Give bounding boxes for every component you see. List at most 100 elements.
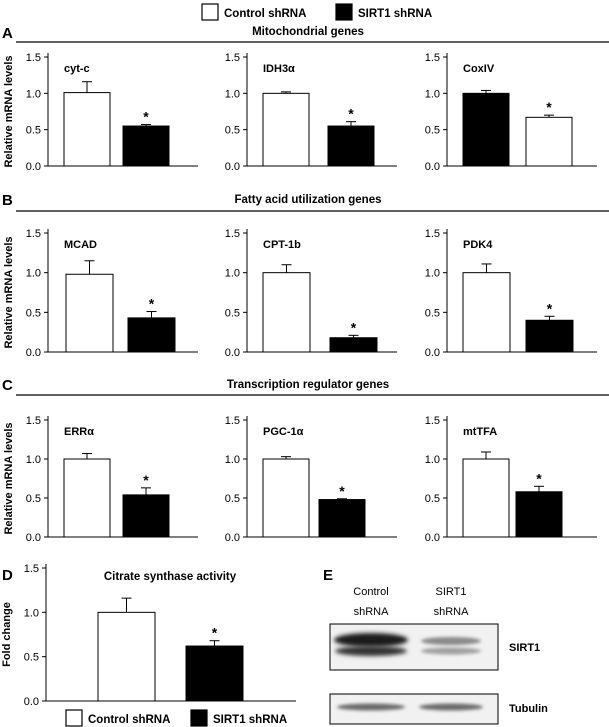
chart-idh3: 0.0 0.5 1.0 1.5 IDH3α * [225, 52, 397, 173]
chart-pgc-1-title: PGC-1α [263, 426, 304, 438]
chart-citrate-synthase-activity-y-tick-label: 0.0 [24, 696, 39, 708]
chart-idh3-y-tick-label: 0.0 [225, 161, 240, 173]
chart-pdk4-bar-sirt1-shrna [525, 319, 574, 353]
section-c-header: C Transcription regulator genes [2, 377, 609, 396]
chart-citrate-synthase-activity-bar-sirt1-shrna [185, 645, 244, 702]
chart-err-significance-star: * [143, 472, 149, 488]
legend-bottom-sirt1-label: SIRT1 shRNA [213, 714, 287, 726]
chart-mcad-bar-sirt1-shrna [127, 317, 176, 353]
chart-cyt-c-y-tick-label: 1.5 [26, 52, 41, 64]
chart-citrate-synthase-activity-y-tick-label: 1.0 [24, 607, 39, 619]
chart-idh3-y-tick-label: 1.5 [225, 52, 240, 64]
sirt1-band-sirt1-upper [421, 637, 481, 645]
chart-cpt-1b-y-tick-label: 1.0 [225, 268, 240, 280]
chart-pdk4-title: PDK4 [463, 239, 493, 251]
chart-cyt-c-bar-sirt1-shrna [122, 125, 170, 167]
chart-mcad-y-tick-label: 1.5 [26, 228, 41, 240]
legend-sirt1-swatch [335, 3, 353, 21]
chart-cpt-1b: 0.0 0.5 1.0 1.5 CPT-1b * [225, 228, 397, 359]
chart-coxiv-y-tick-label: 0.0 [425, 161, 440, 173]
panel-d-letter: D [2, 567, 13, 584]
chart-err-bar-control-shrna [63, 458, 111, 538]
chart-cpt-1b-bar-control-shrna [262, 272, 311, 353]
chart-mcad-y-label: Relative mRNA levels [3, 236, 15, 348]
chart-mttfa: 0.0 0.5 1.0 1.5 mtTFA * [425, 415, 597, 544]
chart-pgc-1-significance-star: * [339, 483, 345, 499]
chart-pgc-1-bar-control-shrna [262, 458, 310, 538]
chart-cyt-c-bar-control-shrna [63, 92, 111, 167]
chart-err: 0.0 0.5 1.0 1.5 ERRα Relative mRNA levels * [3, 415, 198, 544]
chart-err-y-tick-label: 0.0 [26, 532, 41, 544]
section-c-title: Transcription regulator genes [227, 379, 389, 391]
chart-mcad: 0.0 0.5 1.0 1.5 MCAD Relative mRNA levels * [3, 228, 198, 359]
chart-cyt-c-y-label: Relative mRNA levels [3, 55, 15, 167]
legend-bottom: Control shRNA SIRT1 shRNA [65, 709, 287, 727]
chart-idh3-y-tick-label: 1.0 [225, 88, 240, 100]
chart-mcad-significance-star: * [149, 296, 155, 312]
legend-sirt1-label: SIRT1 shRNA [358, 8, 432, 20]
chart-pgc-1-y-tick-label: 1.0 [225, 454, 240, 466]
chart-mcad-bar-control-shrna [65, 273, 114, 353]
chart-coxiv-significance-star: * [546, 99, 552, 115]
section-b-title: Fatty acid utilization genes [235, 194, 382, 206]
lane-label-control-line1: Control [353, 586, 388, 598]
chart-pdk4: 0.0 0.5 1.0 1.5 PDK4 * [425, 228, 597, 359]
chart-coxiv-bar-sirt1-shrna [525, 116, 573, 167]
chart-cpt-1b-y-tick-label: 0.5 [225, 307, 240, 319]
section-a-header: A Mitochondrial genes [2, 25, 609, 43]
chart-idh3-y-tick-label: 0.5 [225, 125, 240, 137]
chart-pgc-1: 0.0 0.5 1.0 1.5 PGC-1α * [225, 415, 397, 544]
sirt1-band-control-upper [334, 633, 408, 647]
chart-idh3-significance-star: * [348, 106, 354, 122]
section-c-letter: C [2, 377, 13, 394]
lane-label-sirt1-line1: SIRT1 [436, 586, 467, 598]
chart-cpt-1b-title: CPT-1b [263, 239, 301, 251]
section-b-letter: B [2, 192, 13, 209]
chart-pdk4-significance-star: * [547, 300, 553, 316]
chart-pdk4-y-tick-label: 1.0 [425, 268, 440, 280]
panel-e-letter: E [323, 567, 333, 584]
sirt1-band-sirt1-lower [421, 647, 481, 655]
chart-err-bar-sirt1-shrna [122, 494, 170, 538]
legend-top: Control shRNA SIRT1 shRNA [201, 3, 432, 21]
panel-e-western-blot: E Control shRNA SIRT1 shRNA SIRT1 Tubuli… [323, 567, 548, 725]
blot-label-sirt1: SIRT1 [509, 642, 540, 654]
legend-control-label: Control shRNA [224, 8, 306, 20]
chart-coxiv-title: CoxIV [463, 63, 495, 75]
chart-idh3-title: IDH3α [263, 63, 295, 75]
chart-mttfa-y-tick-label: 1.5 [425, 415, 440, 427]
chart-mttfa-y-tick-label: 1.0 [425, 454, 440, 466]
chart-pdk4-y-tick-label: 1.5 [425, 228, 440, 240]
chart-cpt-1b-y-tick-label: 1.5 [225, 228, 240, 240]
chart-coxiv-y-tick-label: 1.0 [425, 88, 440, 100]
chart-cyt-c-significance-star: * [143, 109, 149, 125]
legend-bottom-sirt1-swatch [190, 709, 208, 727]
section-a-letter: A [2, 25, 13, 42]
chart-cyt-c-y-tick-label: 0.5 [26, 125, 41, 137]
tubulin-band-sirt1 [419, 703, 483, 711]
tubulin-band-control [337, 703, 405, 711]
chart-citrate-synthase-activity-y-label: Fold change [1, 602, 13, 667]
lane-label-sirt1-line2: shRNA [434, 606, 470, 618]
chart-err-title: ERRα [64, 426, 94, 438]
chart-coxiv: 0.0 0.5 1.0 1.5 CoxIV * [425, 52, 597, 173]
chart-pdk4-bar-control-shrna [462, 272, 511, 353]
chart-cyt-c: 0.0 0.5 1.0 1.5 cyt-c Relative mRNA levels * [3, 52, 198, 173]
chart-cyt-c-y-tick-label: 0.0 [26, 161, 41, 173]
chart-citrate-synthase-activity-title: Citrate synthase activity [104, 571, 237, 583]
chart-mttfa-bar-control-shrna [462, 458, 510, 538]
chart-idh3-bar-control-shrna [262, 92, 310, 167]
chart-pgc-1-y-tick-label: 1.5 [225, 415, 240, 427]
chart-coxiv-y-tick-label: 1.5 [425, 52, 440, 64]
chart-err-y-tick-label: 1.0 [26, 454, 41, 466]
chart-pgc-1-y-tick-label: 0.0 [225, 532, 240, 544]
chart-citrate-synthase-activity-bar-control-shrna [97, 611, 156, 702]
chart-cyt-c-title: cyt-c [64, 63, 90, 75]
chart-citrate-synthase-activity-significance-star: * [212, 625, 218, 641]
legend-control-swatch [201, 3, 219, 21]
chart-coxiv-y-tick-label: 0.5 [425, 125, 440, 137]
section-a-title: Mitochondrial genes [252, 26, 364, 38]
blot-label-tubulin: Tubulin [509, 703, 548, 715]
